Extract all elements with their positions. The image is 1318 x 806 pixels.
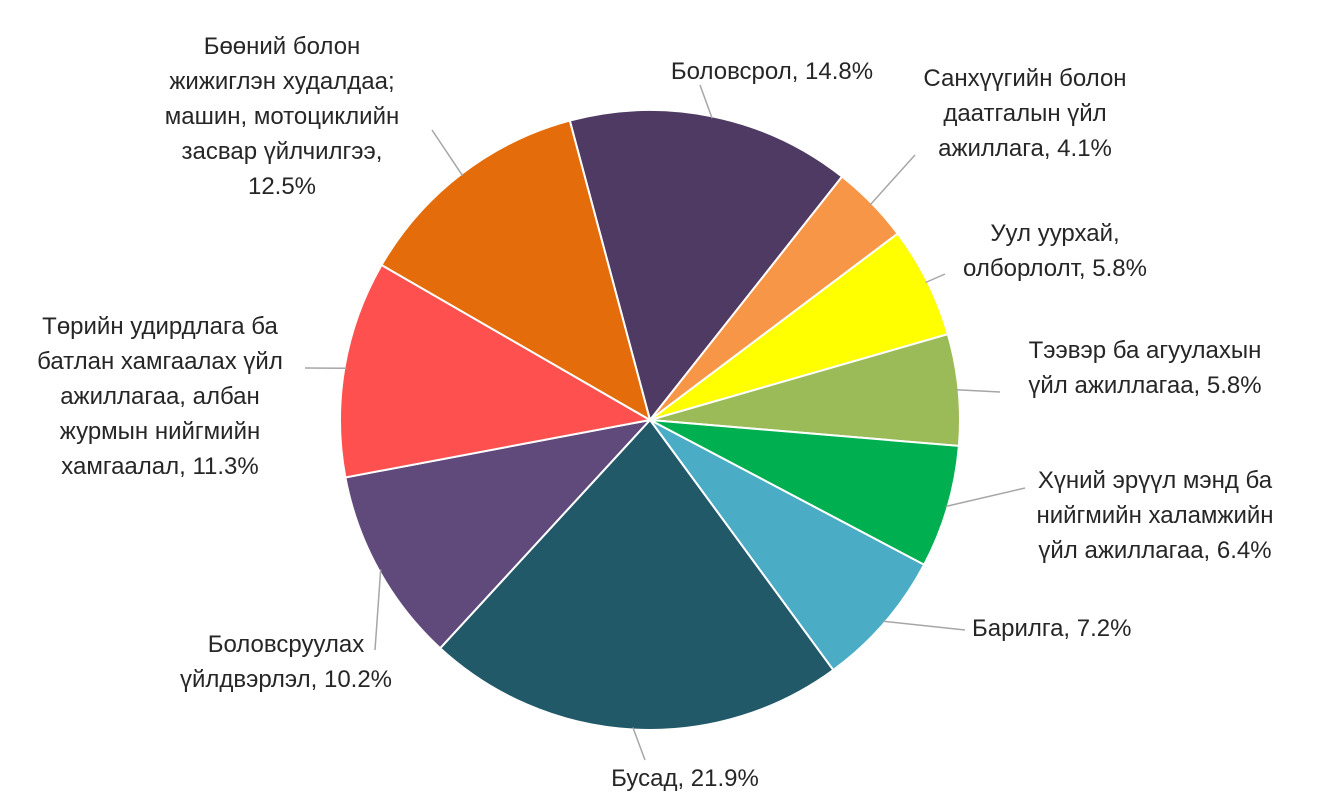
slice-labels: Боловсрол, 14.8% Санхүүгийн болон даатгалы… [37, 33, 1273, 792]
data-label-line: үйлдвэрлэл, 10.2% [180, 666, 392, 693]
data-label-6: Барилга, 7.2% [972, 615, 1131, 642]
data-label-line: Боловсрол, 14.8% [671, 58, 873, 85]
data-label-8: Боловсруулах үйлдвэрлэл, 10.2% [180, 631, 392, 693]
pie-slice-1 [568, 109, 844, 423]
pie-slice-8 [344, 418, 653, 650]
data-label-line: даатгалын үйл [943, 100, 1106, 127]
data-label-line: Уул уурхай, [990, 220, 1119, 247]
data-label-9: Төрийн удирдлага ба батлан хамгаалах үйл а… [37, 313, 283, 480]
data-label-line: батлан хамгаалах үйл [37, 348, 283, 375]
data-label-10: Бөөний болон жижиглэн худалдаа; машин, мот… [165, 33, 399, 200]
data-label-line: Барилга, 7.2% [972, 615, 1131, 642]
data-label-line: олборлолт, 5.8% [963, 255, 1147, 282]
data-label-line: Тээвэр ба агуулахын [1029, 337, 1262, 364]
leader-line-1 [699, 84, 713, 119]
data-label-7: Бусад, 21.9% [611, 765, 759, 792]
data-label-line: үйл ажиллагаа, 6.4% [1038, 537, 1271, 564]
data-label-line: журмын нийгмийн [60, 418, 260, 445]
data-label-line: ажиллага, 4.1% [938, 135, 1112, 162]
leader-line-5 [945, 487, 1026, 508]
data-label-line: машин, мотоциклийн [165, 103, 399, 130]
data-label-5: Хүний эрүүл мэнд ба нийгмийн халамжийн үйл… [1036, 467, 1273, 564]
data-label-line: жижиглэн худалдаа; [169, 68, 394, 95]
data-label-line: хамгаалал, 11.3% [61, 453, 258, 480]
data-label-line: засвар үйлчилгээ, [182, 138, 383, 165]
data-label-line: Хүний эрүүл мэнд ба [1038, 467, 1273, 494]
data-label-line: Төрийн удирдлага ба [42, 313, 278, 340]
pie-slice-7 [438, 418, 835, 731]
pie-slice-6 [649, 419, 926, 672]
data-label-line: Бөөний болон [204, 33, 361, 60]
leader-lines [304, 84, 1026, 761]
data-label-line: нийгмийн халамжийн [1036, 502, 1273, 529]
data-label-line: 12.5% [248, 173, 316, 200]
pie-slice-5 [649, 419, 960, 567]
data-label-line: үйл ажиллагаа, 5.8% [1028, 372, 1261, 399]
leader-line-4 [956, 388, 1001, 393]
data-label-line: Санхүүгийн болон [923, 65, 1126, 92]
leader-line-3 [925, 273, 946, 284]
data-label-line: Бусад, 21.9% [611, 765, 759, 792]
data-label-1: Боловсрол, 14.8% [671, 58, 873, 85]
data-label-line: Боловсруулах [208, 631, 365, 658]
leader-line-8 [374, 569, 382, 651]
data-label-3: Уул уурхай, олборлолт, 5.8% [963, 220, 1147, 282]
leader-line-6 [883, 620, 966, 631]
data-label-2: Санхүүгийн болон даатгалын үйл ажиллага, 4… [923, 65, 1126, 162]
leader-line-7 [632, 727, 646, 761]
leader-line-10 [431, 129, 464, 177]
data-label-line: ажиллагаа, албан [60, 383, 260, 410]
leader-line-2 [869, 154, 916, 206]
pie-slices [339, 109, 961, 731]
data-label-4: Тээвэр ба агуулахын үйл ажиллагаа, 5.8% [1028, 337, 1261, 399]
